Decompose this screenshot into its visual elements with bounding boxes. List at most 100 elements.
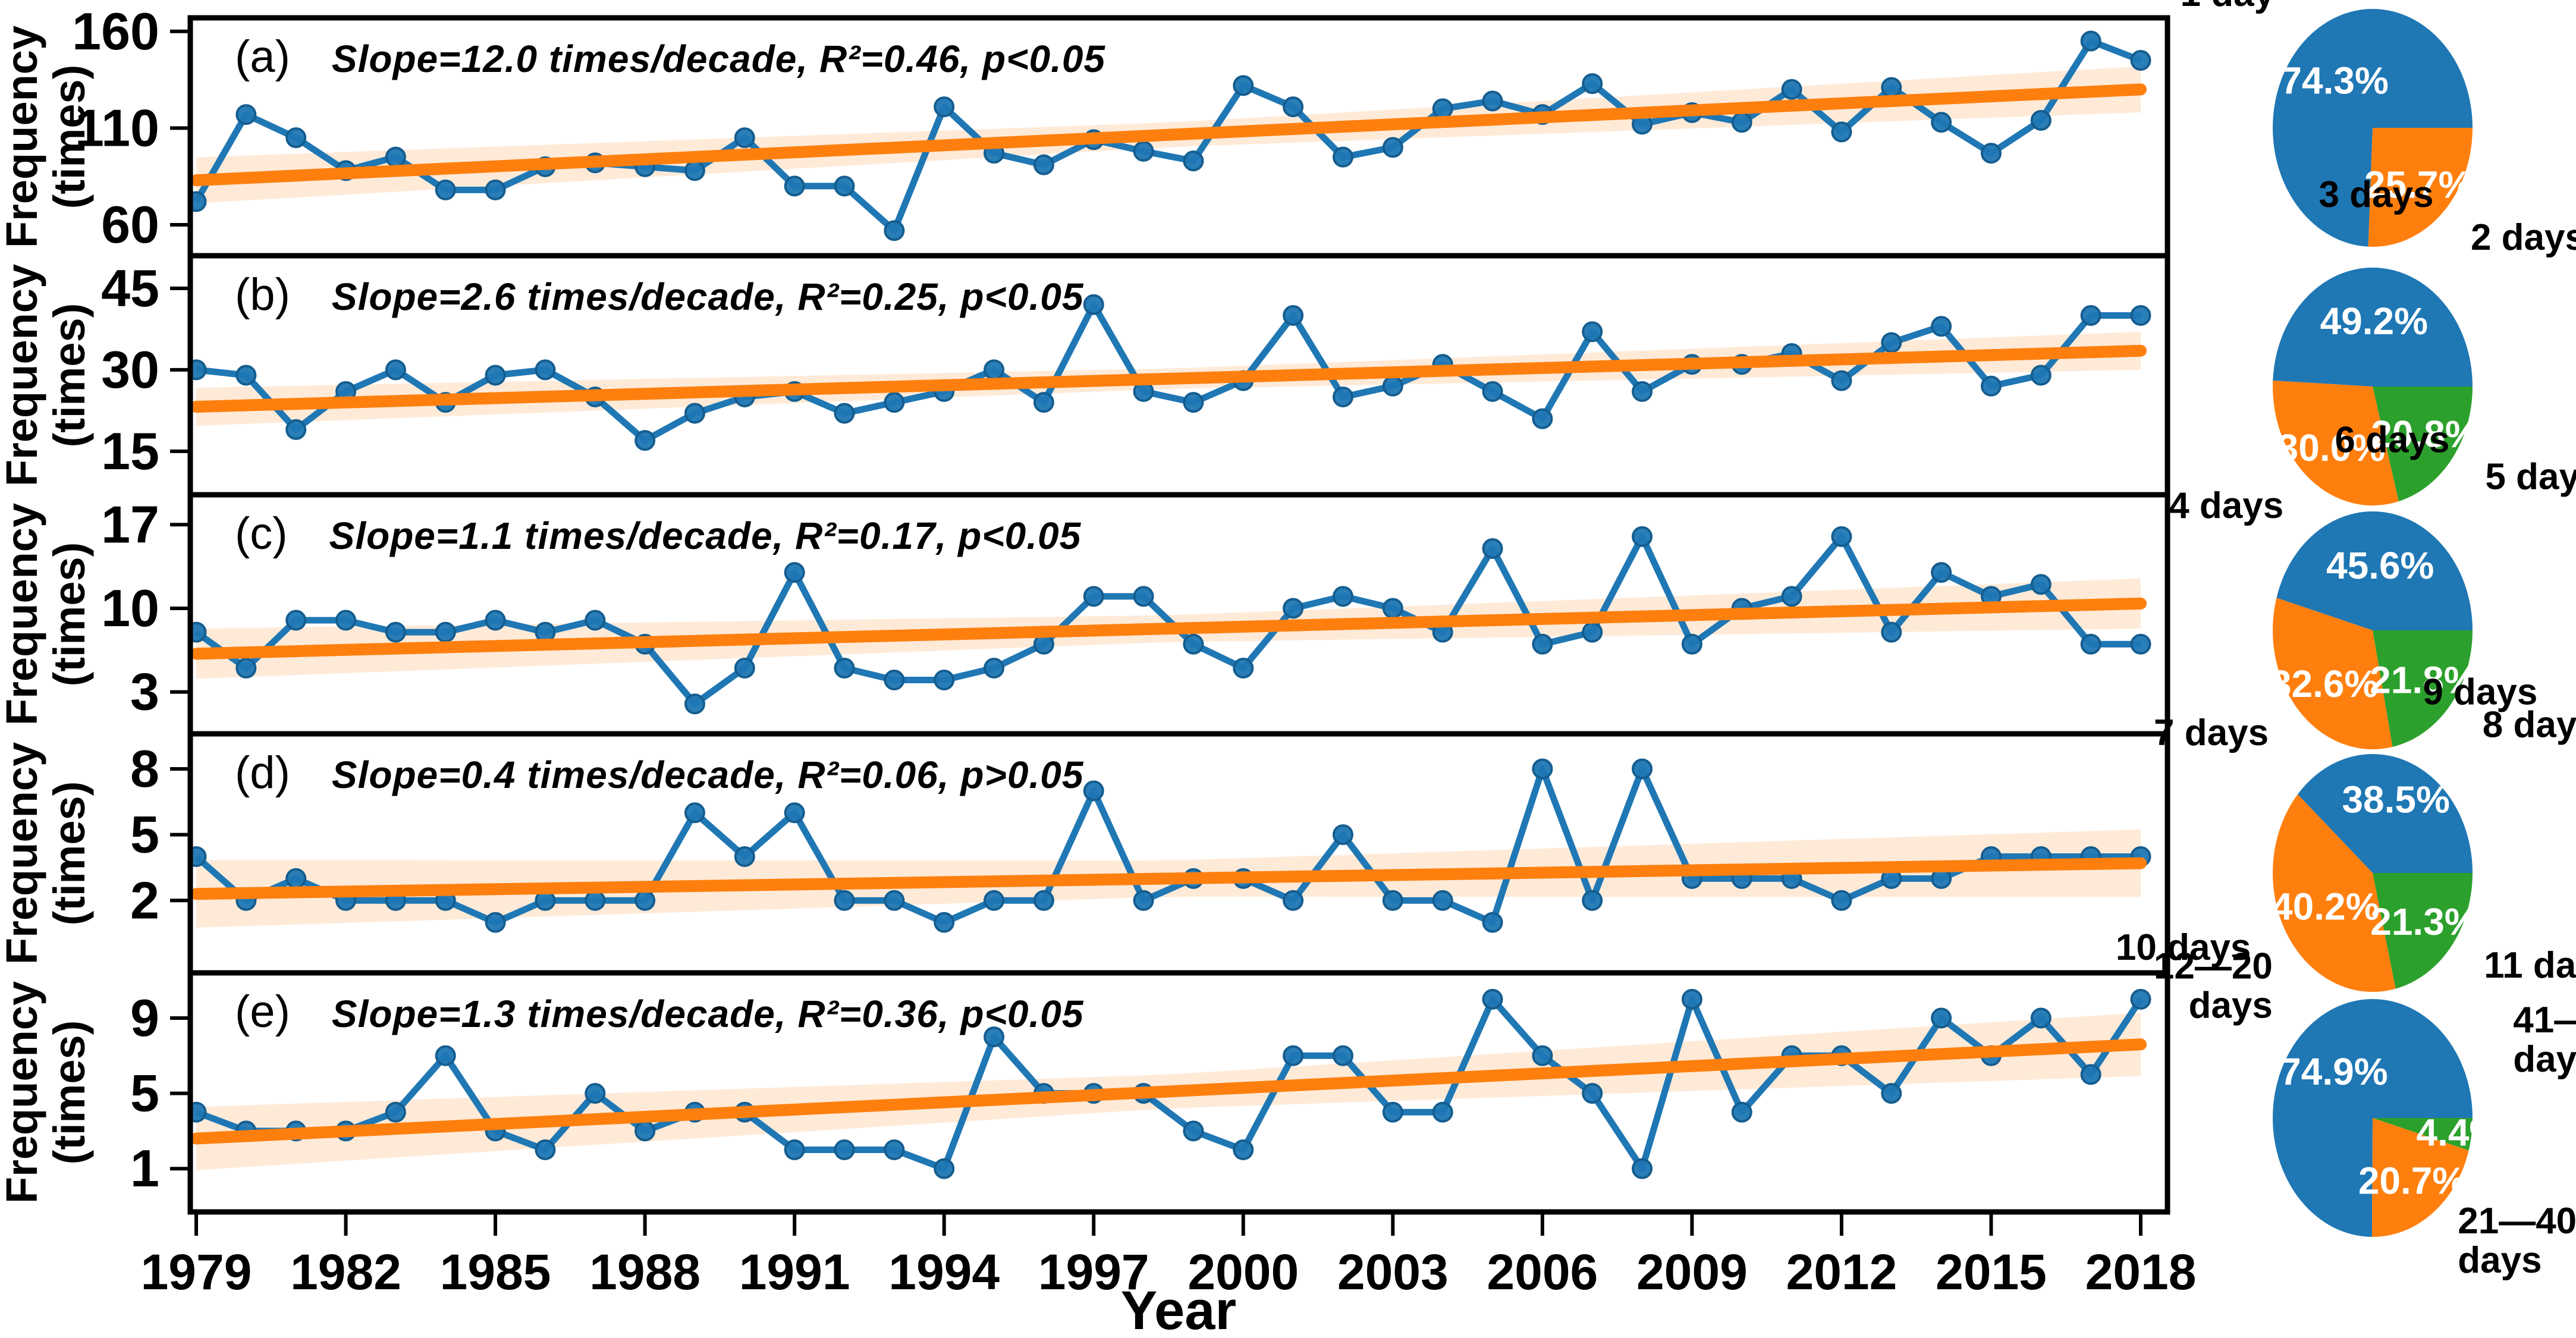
data-point [1582, 321, 1603, 343]
data-point [190, 1101, 207, 1123]
data-point [684, 693, 705, 715]
data-point [1183, 150, 1204, 172]
data-point [634, 1120, 656, 1142]
pie-percent-label: 32.6% [2270, 662, 2378, 705]
pie-slice-label: 10 days [2116, 927, 2251, 968]
data-point [2130, 633, 2151, 655]
data-point [884, 1139, 905, 1161]
data-point [1831, 370, 1852, 391]
data-point [1382, 890, 1403, 911]
data-point [2030, 365, 2052, 386]
panel-d-slope-text: Slope=0.4 times/decade, R²=0.06, p>0.05 [331, 753, 1084, 796]
data-point [2130, 988, 2151, 1010]
pie-slice-label: 2 days [2471, 217, 2576, 258]
data-point [784, 175, 805, 197]
x-tick-label: 1988 [589, 1244, 700, 1300]
data-point [1881, 1083, 1902, 1104]
data-point [235, 104, 257, 125]
data-point [1083, 294, 1104, 315]
data-point [684, 160, 705, 181]
panel-b-slope-text: Slope=2.6 times/decade, R²=0.25, p<0.05 [331, 275, 1084, 318]
trend-line [190, 597, 2147, 660]
data-point [984, 359, 1005, 381]
pie-slice-label: 8 days [2483, 705, 2576, 746]
data-point [984, 657, 1005, 679]
data-point [2030, 109, 2052, 131]
y-tick-label: 5 [130, 1064, 159, 1123]
trend-line [190, 83, 2147, 187]
data-point [585, 1083, 606, 1104]
data-point [1033, 890, 1054, 911]
data-point [734, 657, 755, 679]
x-tick-label: 2009 [1636, 1244, 1748, 1300]
data-point [1033, 392, 1054, 413]
y-tick-label: 160 [72, 2, 159, 61]
y-tick-label: 1 [130, 1139, 159, 1198]
data-point [190, 846, 207, 868]
y-tick-label: 3 [130, 662, 159, 721]
data-point [1582, 890, 1603, 911]
data-point [285, 419, 307, 440]
data-point [1881, 332, 1902, 353]
data-point [884, 670, 905, 691]
data-point [485, 912, 506, 933]
y-tick-label: 30 [101, 340, 159, 399]
pie-percent-label: 45.6% [2326, 544, 2434, 587]
pie-percent-label: 20.7% [2358, 1160, 2466, 1202]
pie-percent-label: 21.3% [2370, 900, 2478, 943]
data-point [1482, 912, 1503, 933]
data-point [1931, 1007, 1952, 1029]
pie-percent-label: 74.3% [2280, 59, 2388, 102]
data-point [1183, 1120, 1204, 1142]
panel-c-tag: (c) [235, 508, 288, 559]
pie-chart-a: 74.3% 1 day 25.7% 2 days [2181, 0, 2576, 258]
pie-slice-label: 4 days [2169, 485, 2283, 526]
pie-slice-label: 41—56days [2513, 1000, 2576, 1080]
panel-b: 45 30 15 Frequency(times) [0, 253, 2170, 498]
data-point [1332, 387, 1353, 408]
pie-percent-label: 40.2% [2272, 885, 2379, 928]
data-point [1532, 1045, 1553, 1066]
data-point [585, 610, 606, 631]
data-point [1532, 758, 1553, 780]
panel-a-annotation: (a) Slope=12.0 times/decade, R²=0.46, p<0… [235, 31, 1105, 83]
data-point [1632, 381, 1653, 402]
data-point [684, 802, 705, 824]
data-point [1980, 143, 2002, 164]
data-point [1931, 112, 1952, 133]
panel-c-annotation: (c) Slope=1.1 times/decade, R²=0.17, p<0.… [235, 508, 1081, 560]
y-axis-title: (times) [45, 303, 94, 448]
data-point [235, 365, 257, 386]
data-point [1532, 408, 1553, 429]
x-tick-label: 2003 [1337, 1244, 1449, 1300]
x-axis: 1979 1982 1985 1988 1991 1994 1997 2000 2003 2006… [141, 1212, 2196, 1300]
x-tick-label: 1982 [290, 1244, 401, 1300]
x-tick-label: 1994 [888, 1244, 1000, 1300]
panel-b-annotation: (b) Slope=2.6 times/decade, R²=0.25, p<0.… [235, 269, 1083, 321]
y-tick-label: 8 [130, 739, 159, 798]
pie-slice [2297, 754, 2473, 873]
y-tick-label: 110 [75, 98, 159, 157]
data-point [1931, 562, 1952, 583]
x-tick-label: 2006 [1487, 1244, 1598, 1300]
data-point [1033, 154, 1054, 175]
data-point [1582, 1083, 1603, 1104]
data-point [485, 179, 506, 200]
data-point [535, 359, 556, 381]
data-point [1332, 146, 1353, 168]
frequency-series-line [196, 301, 2141, 444]
pie-slice-label: 9 days [2423, 671, 2537, 712]
data-point [934, 1158, 955, 1179]
data-point [834, 1139, 855, 1161]
data-point [1881, 621, 1902, 643]
x-axis-title: Year [1120, 1280, 1237, 1338]
data-point [784, 802, 805, 824]
data-point [1831, 890, 1852, 911]
pie-percent-label: 49.2% [2320, 300, 2428, 343]
data-point [934, 96, 955, 118]
data-point [1382, 598, 1403, 619]
panel-c-slope-text: Slope=1.1 times/decade, R²=0.17, p<0.05 [329, 514, 1082, 557]
data-point [435, 621, 456, 643]
pie-slice [2273, 267, 2473, 387]
